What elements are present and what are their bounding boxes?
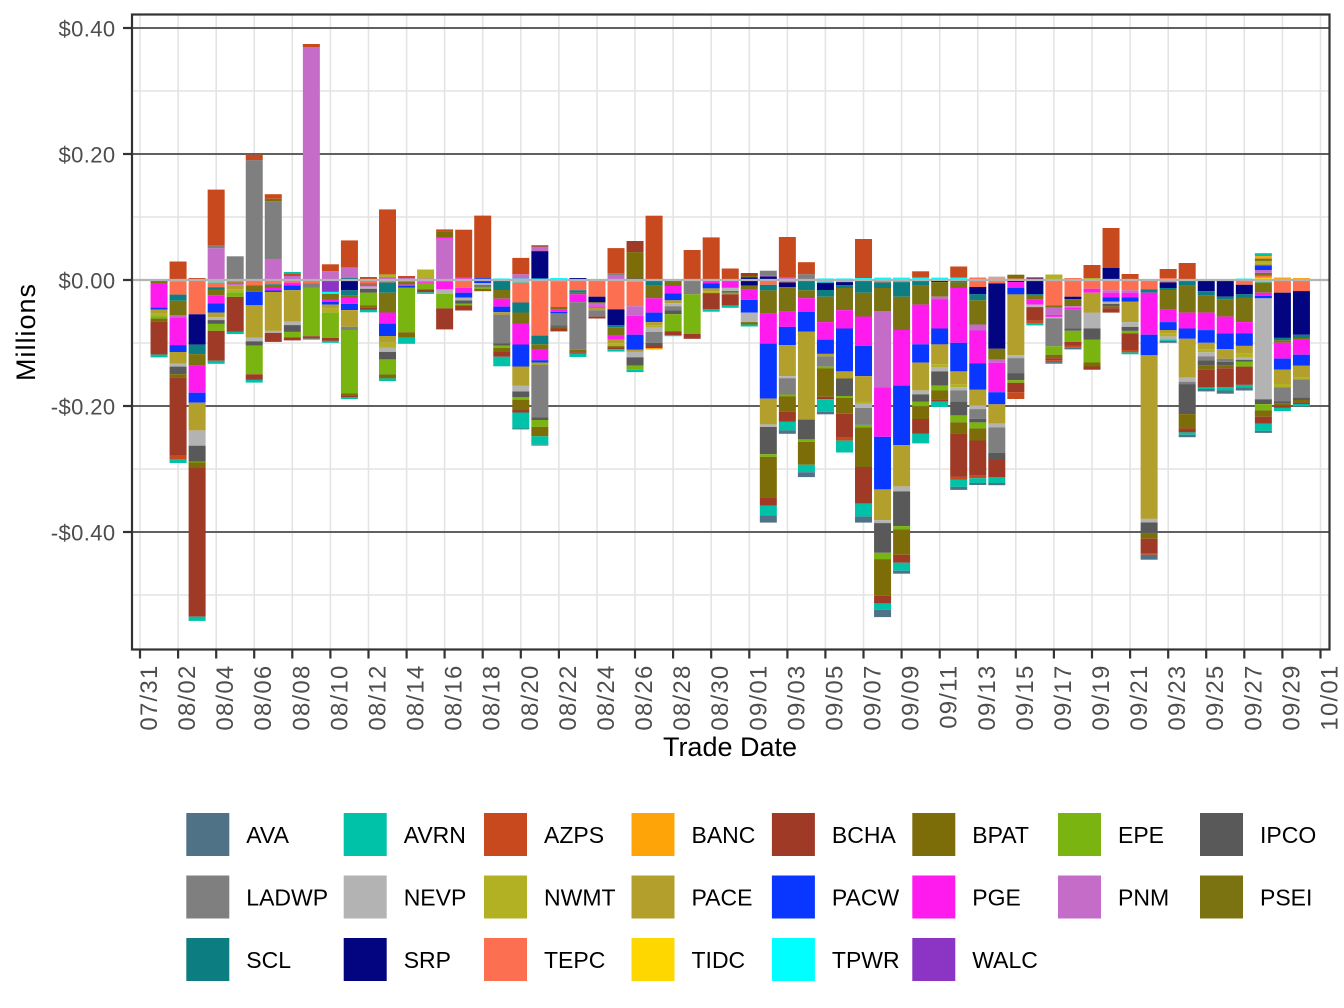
svg-text:AVA: AVA <box>246 822 289 848</box>
svg-text:NWMT: NWMT <box>544 885 616 911</box>
svg-text:08/04: 08/04 <box>212 665 239 731</box>
svg-text:09/21: 09/21 <box>1126 665 1153 731</box>
svg-text:TIDC: TIDC <box>692 947 746 973</box>
svg-text:09/25: 09/25 <box>1202 665 1229 731</box>
svg-text:PSEI: PSEI <box>1260 885 1312 911</box>
svg-text:08/20: 08/20 <box>517 665 544 731</box>
svg-text:08/14: 08/14 <box>403 665 430 731</box>
svg-text:BANC: BANC <box>692 822 756 848</box>
svg-text:08/26: 08/26 <box>631 665 658 731</box>
svg-text:$0.20: $0.20 <box>58 143 115 168</box>
svg-text:IPCO: IPCO <box>1260 822 1316 848</box>
svg-text:PACE: PACE <box>692 885 753 911</box>
svg-text:08/24: 08/24 <box>593 665 620 731</box>
svg-text:07/31: 07/31 <box>136 665 163 731</box>
svg-text:-$0.20: -$0.20 <box>51 395 116 420</box>
svg-text:09/19: 09/19 <box>1088 665 1115 731</box>
svg-text:08/18: 08/18 <box>479 665 506 731</box>
svg-text:PNM: PNM <box>1118 885 1169 911</box>
svg-text:09/11: 09/11 <box>936 665 963 729</box>
svg-text:NEVP: NEVP <box>404 885 467 911</box>
svg-text:09/07: 09/07 <box>860 665 887 731</box>
svg-text:09/13: 09/13 <box>974 665 1001 731</box>
svg-text:09/01: 09/01 <box>745 665 772 731</box>
svg-text:08/02: 08/02 <box>174 665 201 731</box>
svg-text:BCHA: BCHA <box>832 822 897 848</box>
svg-text:$0.00: $0.00 <box>58 269 115 294</box>
svg-text:09/17: 09/17 <box>1050 665 1077 731</box>
svg-text:WALC: WALC <box>972 947 1038 973</box>
svg-text:SRP: SRP <box>404 947 451 973</box>
svg-text:AVRN: AVRN <box>404 822 466 848</box>
svg-text:AZPS: AZPS <box>544 822 604 848</box>
svg-text:10/01: 10/01 <box>1317 665 1344 731</box>
svg-text:08/10: 08/10 <box>326 665 353 731</box>
svg-text:09/27: 09/27 <box>1240 665 1267 731</box>
svg-text:08/28: 08/28 <box>669 665 696 731</box>
svg-text:PGE: PGE <box>972 885 1021 911</box>
svg-text:08/06: 08/06 <box>250 665 277 731</box>
svg-text:08/22: 08/22 <box>555 665 582 731</box>
svg-text:09/23: 09/23 <box>1164 665 1191 731</box>
svg-text:09/09: 09/09 <box>898 665 925 731</box>
svg-text:TPWR: TPWR <box>832 947 900 973</box>
svg-text:Millions: Millions <box>11 283 41 381</box>
svg-text:TEPC: TEPC <box>544 947 605 973</box>
svg-text:-$0.40: -$0.40 <box>51 521 116 546</box>
svg-text:LADWP: LADWP <box>246 885 328 911</box>
svg-text:08/12: 08/12 <box>365 665 392 731</box>
svg-text:09/05: 09/05 <box>821 665 848 731</box>
svg-text:09/15: 09/15 <box>1012 665 1039 731</box>
svg-text:SCL: SCL <box>246 947 291 973</box>
svg-text:$0.40: $0.40 <box>58 17 115 42</box>
svg-text:09/29: 09/29 <box>1278 665 1305 731</box>
svg-text:PACW: PACW <box>832 885 900 911</box>
svg-text:08/16: 08/16 <box>441 665 468 731</box>
svg-text:EPE: EPE <box>1118 822 1164 848</box>
svg-text:BPAT: BPAT <box>972 822 1029 848</box>
svg-text:08/08: 08/08 <box>288 665 315 731</box>
svg-text:09/03: 09/03 <box>783 665 810 731</box>
svg-text:08/30: 08/30 <box>707 665 734 731</box>
svg-text:Trade Date: Trade Date <box>663 732 797 762</box>
